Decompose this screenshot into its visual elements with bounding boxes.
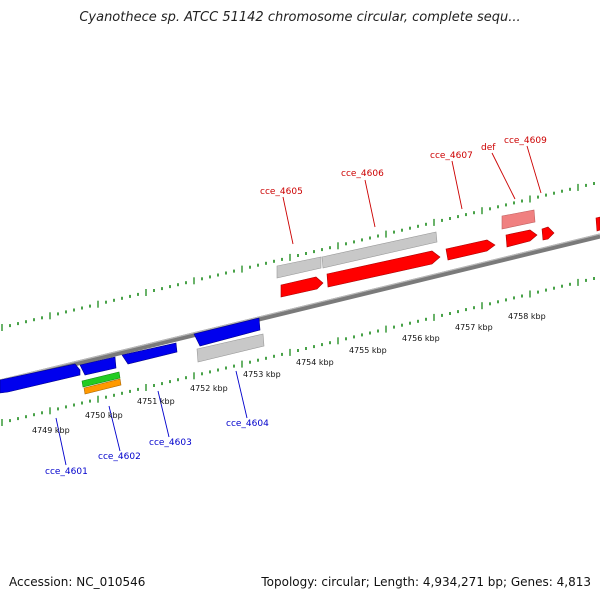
gene-cce-4602[interactable]	[79, 356, 117, 376]
kbp-label-4756: 4756 kbp	[402, 334, 440, 343]
label-cce-4607: cce_4607	[430, 151, 473, 161]
label-cce-4604: cce_4604	[226, 419, 269, 429]
gene-labels: cce_4605 cce_4606 cce_4607 def cce_4609 …	[45, 136, 547, 477]
gene-cce-4606-pseudo[interactable]	[321, 231, 438, 269]
chromosome-backbone	[0, 233, 600, 385]
lower-features	[0, 317, 265, 395]
kbp-label-4757: 4757 kbp	[455, 323, 493, 332]
map-title: Cyanothece sp. ATCC 51142 chromosome cir…	[79, 10, 521, 25]
lower-tick-ruler	[1, 277, 595, 426]
kbp-label-4752: 4752 kbp	[190, 384, 228, 393]
label-leaders	[55, 145, 542, 466]
kbp-label-4754: 4754 kbp	[296, 358, 334, 367]
label-cce-4605: cce_4605	[260, 187, 303, 197]
kbp-label-4755: 4755 kbp	[349, 346, 387, 355]
gene-cce-4606[interactable]	[326, 250, 441, 288]
kbp-label-4749: 4749 kbp	[32, 426, 70, 435]
gene-def-rna[interactable]	[501, 209, 536, 230]
gene-green-feature[interactable]	[81, 371, 121, 388]
kbp-label-4750: 4750 kbp	[85, 411, 123, 420]
gene-cce-4605[interactable]	[280, 276, 324, 298]
label-cce-4609: cce_4609	[504, 136, 547, 146]
gene-next-partial[interactable]	[595, 216, 600, 232]
upper-features	[276, 209, 600, 298]
genome-summary-text: Topology: circular; Length: 4,934,271 bp…	[261, 575, 591, 589]
upper-tick-ruler	[1, 182, 595, 331]
gene-def[interactable]	[505, 229, 538, 248]
gene-cce-4605-pseudo[interactable]	[276, 256, 322, 279]
kbp-labels: 4749 kbp 4750 kbp 4751 kbp 4752 kbp 4753…	[32, 312, 546, 435]
gene-cce-4604-pseudo[interactable]	[196, 333, 265, 363]
accession-text: Accession: NC_010546	[9, 575, 146, 589]
kbp-label-4753: 4753 kbp	[243, 370, 281, 379]
label-cce-4601: cce_4601	[45, 467, 88, 477]
gene-cce-4603[interactable]	[121, 342, 178, 365]
gene-cce-4601[interactable]	[0, 363, 81, 394]
gene-cce-4604[interactable]	[193, 317, 261, 347]
label-def: def	[481, 143, 496, 153]
kbp-label-4751: 4751 kbp	[137, 397, 175, 406]
label-cce-4603: cce_4603	[149, 438, 192, 448]
label-cce-4606: cce_4606	[341, 169, 384, 179]
label-cce-4602: cce_4602	[98, 452, 141, 462]
gene-orange-feature[interactable]	[83, 378, 122, 395]
kbp-label-4758: 4758 kbp	[508, 312, 546, 321]
gene-cce-4609[interactable]	[541, 226, 555, 241]
gene-cce-4607[interactable]	[445, 239, 496, 261]
